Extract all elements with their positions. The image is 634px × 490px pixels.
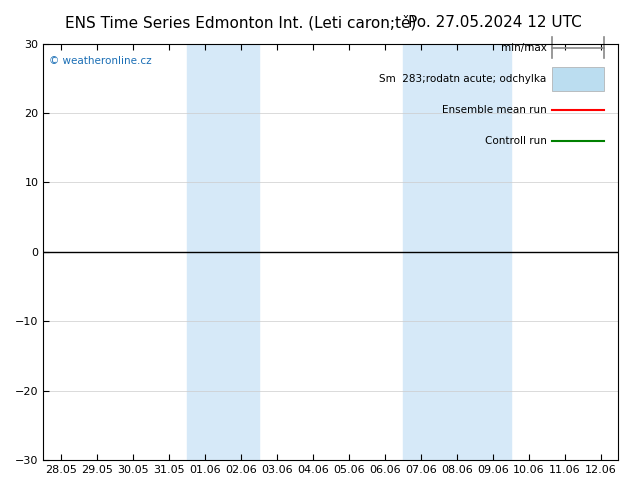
Text: Controll run: Controll run bbox=[485, 136, 547, 147]
Bar bbox=[403, 44, 510, 460]
Bar bbox=[187, 44, 259, 460]
FancyBboxPatch shape bbox=[552, 67, 604, 91]
Text: © weatheronline.cz: © weatheronline.cz bbox=[49, 56, 152, 66]
Text: Sm  283;rodatn acute; odchylka: Sm 283;rodatn acute; odchylka bbox=[379, 74, 547, 84]
Text: ENS Time Series Edmonton Int. (Leti caron;tě): ENS Time Series Edmonton Int. (Leti caro… bbox=[65, 15, 417, 30]
Text: min/max: min/max bbox=[501, 43, 547, 52]
Text: Ensemble mean run: Ensemble mean run bbox=[442, 105, 547, 115]
Text: Po. 27.05.2024 12 UTC: Po. 27.05.2024 12 UTC bbox=[408, 15, 581, 30]
